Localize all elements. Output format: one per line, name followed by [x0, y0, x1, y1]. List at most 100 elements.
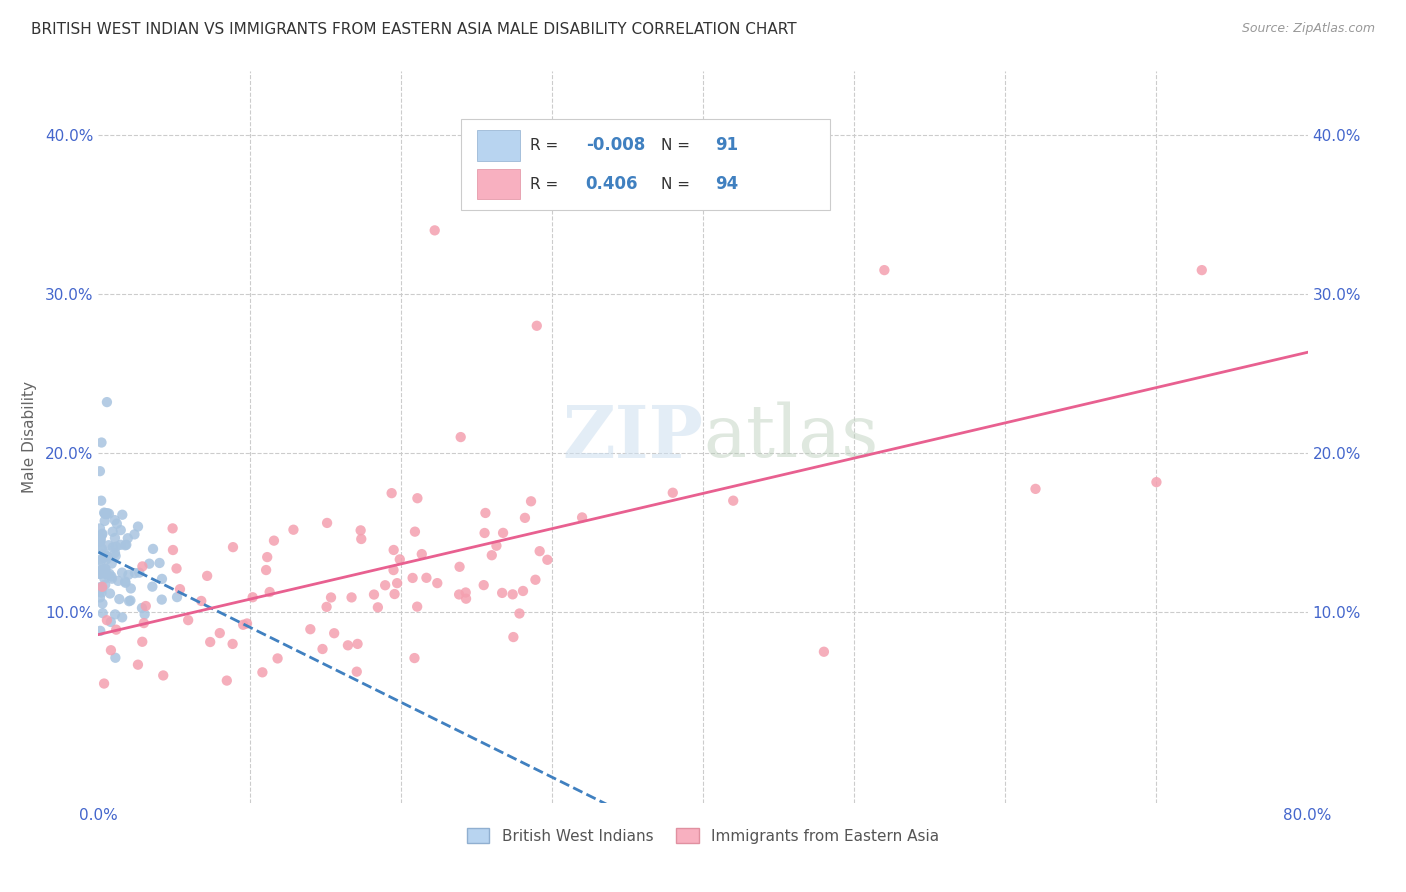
Point: [104, 546, 127, 560]
Point: [104, 650, 127, 665]
Point: [367, 600, 389, 615]
Point: [90, 585, 112, 599]
Point: [198, 635, 221, 649]
Point: [100, 643, 122, 657]
Point: [520, 494, 543, 508]
Point: [415, 571, 437, 585]
Point: [97, 507, 120, 521]
Point: [94, 562, 117, 576]
Point: [91, 606, 114, 620]
Point: [94, 562, 117, 576]
Point: [492, 525, 515, 540]
FancyBboxPatch shape: [477, 169, 520, 200]
Point: [266, 651, 288, 665]
Point: [141, 580, 163, 594]
Point: [114, 538, 136, 552]
Point: [315, 599, 337, 614]
Point: [105, 516, 128, 531]
Point: [118, 594, 141, 608]
Point: [100, 569, 122, 583]
Point: [152, 668, 174, 682]
Point: [162, 521, 184, 535]
Point: [131, 559, 153, 574]
Point: [208, 626, 231, 640]
Point: [495, 168, 517, 182]
Point: [381, 486, 404, 500]
Legend: British West Indians, Immigrants from Eastern Asia: British West Indians, Immigrants from Ea…: [460, 822, 946, 850]
FancyBboxPatch shape: [477, 130, 520, 161]
Point: [127, 519, 149, 533]
Point: [94, 578, 117, 592]
Point: [162, 543, 184, 558]
Point: [94, 547, 117, 561]
Point: [311, 642, 333, 657]
Point: [120, 593, 142, 607]
Point: [242, 591, 264, 605]
Point: [363, 588, 385, 602]
Point: [91, 563, 114, 577]
Point: [91, 526, 114, 541]
Point: [374, 578, 396, 592]
Point: [89, 624, 111, 638]
Point: [93, 506, 115, 520]
Point: [89, 521, 111, 535]
Point: [104, 549, 127, 563]
Point: [388, 552, 411, 566]
Point: [96, 549, 118, 563]
Point: [138, 557, 160, 571]
Point: [131, 634, 153, 648]
Point: [91, 563, 114, 577]
Point: [98, 586, 121, 600]
Point: [107, 574, 129, 588]
Text: -0.008: -0.008: [586, 136, 645, 154]
Text: 91: 91: [716, 136, 738, 154]
Point: [114, 574, 136, 589]
Point: [1191, 263, 1213, 277]
Point: [454, 585, 477, 599]
Point: [89, 580, 111, 594]
Point: [90, 554, 112, 568]
Point: [336, 638, 359, 652]
Point: [346, 665, 368, 679]
Text: R =: R =: [530, 137, 564, 153]
Point: [93, 676, 115, 690]
Point: [485, 539, 508, 553]
Point: [89, 552, 111, 566]
Point: [256, 550, 278, 565]
Point: [449, 587, 471, 601]
Point: [299, 622, 322, 636]
Point: [873, 263, 896, 277]
Point: [110, 523, 132, 537]
Point: [661, 485, 683, 500]
Point: [150, 592, 173, 607]
Point: [93, 514, 115, 528]
Text: N =: N =: [661, 177, 695, 192]
Point: [222, 540, 245, 554]
Point: [89, 584, 111, 599]
Point: [96, 395, 118, 409]
Point: [536, 553, 558, 567]
Point: [89, 566, 111, 581]
Point: [111, 610, 134, 624]
Point: [105, 540, 128, 554]
Point: [131, 601, 153, 615]
Point: [512, 584, 534, 599]
Point: [283, 523, 305, 537]
Point: [89, 464, 111, 478]
Point: [401, 571, 423, 585]
Point: [89, 591, 111, 605]
Point: [101, 541, 124, 555]
Point: [166, 590, 188, 604]
Text: atlas: atlas: [703, 401, 879, 473]
Point: [1024, 482, 1046, 496]
Point: [449, 559, 471, 574]
Point: [232, 617, 254, 632]
Point: [104, 513, 127, 527]
Point: [100, 615, 122, 629]
Point: [382, 543, 405, 558]
Point: [90, 541, 112, 556]
Point: [346, 637, 368, 651]
Text: Source: ZipAtlas.com: Source: ZipAtlas.com: [1241, 22, 1375, 36]
Point: [404, 524, 426, 539]
Point: [150, 572, 173, 586]
